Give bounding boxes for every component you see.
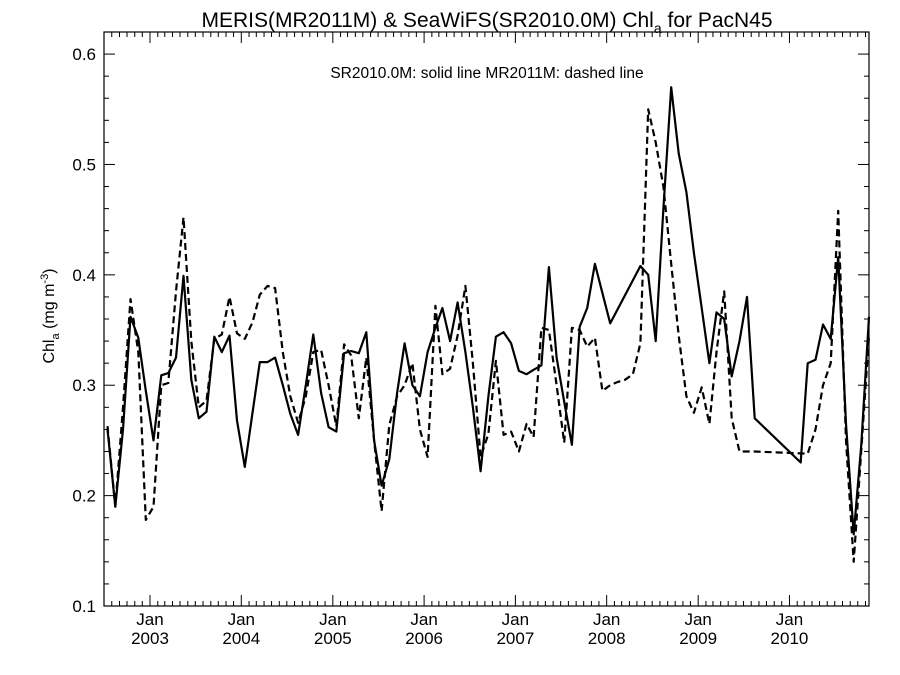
y-tick-label: 0.2 bbox=[72, 487, 96, 506]
chart-title-main: MERIS(MR2011M) & SeaWiFS(SR2010.0M) Chl bbox=[201, 9, 653, 32]
mr2011m-line bbox=[106, 108, 871, 563]
x-tick-label-month: Jan bbox=[410, 610, 437, 629]
series-layer bbox=[106, 86, 871, 563]
x-tick-label-year: 2005 bbox=[314, 629, 352, 648]
y-axis-label-superscript: -3 bbox=[39, 274, 51, 284]
x-tick-label-month: Jan bbox=[776, 610, 803, 629]
x-tick-label-year: 2008 bbox=[588, 629, 626, 648]
x-tick-label-year: 2010 bbox=[771, 629, 809, 648]
x-tick-label-month: Jan bbox=[593, 610, 620, 629]
x-tick-label-year: 2004 bbox=[222, 629, 260, 648]
chart-title-rest: for PacN45 bbox=[662, 9, 773, 32]
x-axis: Jan2003Jan2004Jan2005Jan2006Jan2007Jan20… bbox=[103, 32, 866, 648]
y-axis-label-close: ) bbox=[41, 268, 58, 273]
x-tick-label-year: 2009 bbox=[679, 629, 717, 648]
y-tick-label: 0.1 bbox=[72, 597, 96, 616]
x-tick-label-month: Jan bbox=[502, 610, 529, 629]
chart-title-subscript: a bbox=[654, 20, 662, 36]
chart-title: MERIS(MR2011M) & SeaWiFS(SR2010.0M) Chla… bbox=[201, 9, 772, 36]
x-tick-label-year: 2006 bbox=[405, 629, 443, 648]
y-axis-label: Chla (mg m-3) bbox=[39, 268, 62, 363]
x-tick-label-month: Jan bbox=[228, 610, 255, 629]
y-tick-label: 0.3 bbox=[72, 376, 96, 395]
x-tick-label-year: 2003 bbox=[131, 629, 169, 648]
y-axis-label-main: Chl bbox=[41, 340, 58, 364]
x-tick-label-month: Jan bbox=[319, 610, 346, 629]
y-axis: 0.1 0.2 0.3 0.4 0.5 0.6 bbox=[72, 31, 869, 616]
x-tick-label-month: Jan bbox=[684, 610, 711, 629]
x-tick-label-month: Jan bbox=[136, 610, 163, 629]
y-axis-label-subscript: a bbox=[50, 333, 62, 340]
y-tick-label: 0.6 bbox=[72, 45, 96, 64]
x-tick-label-year: 2007 bbox=[496, 629, 534, 648]
y-tick-label: 0.5 bbox=[72, 155, 96, 174]
y-axis-label-rest: (mg m bbox=[41, 284, 58, 334]
sr2010-0m-line bbox=[106, 86, 871, 536]
line-style-annotation: SR2010.0M: solid line MR2011M: dashed li… bbox=[330, 65, 643, 82]
y-tick-label: 0.4 bbox=[72, 266, 96, 285]
